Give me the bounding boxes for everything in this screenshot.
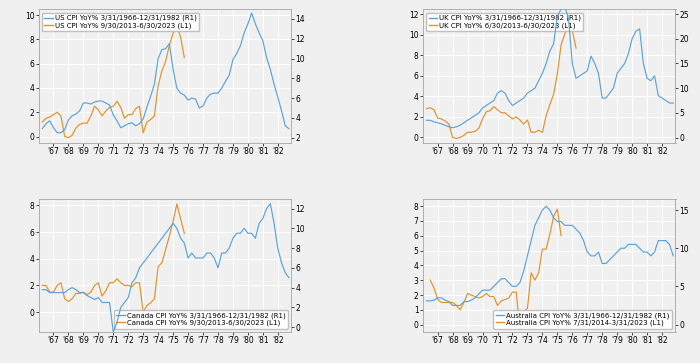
- Legend: Canada CPI YoY% 3/31/1966-12/31/1982 (R1), Canada CPI YoY% 9/30/2013-6/30/2023 (: Canada CPI YoY% 3/31/1966-12/31/1982 (R1…: [114, 310, 288, 329]
- Legend: Australia CPI YoY% 3/31/1966-12/31/1982 (R1), Australia CPI YoY% 7/31/2014-3/31/: Australia CPI YoY% 3/31/1966-12/31/1982 …: [494, 310, 672, 329]
- Legend: UK CPI YoY% 3/31/1966-12/31/1982 (R1), UK CPI YoY% 6/30/2013-6/30/2023 (L1): UK CPI YoY% 3/31/1966-12/31/1982 (R1), U…: [426, 13, 584, 32]
- Legend: US CPI YoY% 3/31/1966-12/31/1982 (R1), US CPI YoY% 9/30/2013-6/30/2023 (L1): US CPI YoY% 3/31/1966-12/31/1982 (R1), U…: [42, 13, 199, 32]
